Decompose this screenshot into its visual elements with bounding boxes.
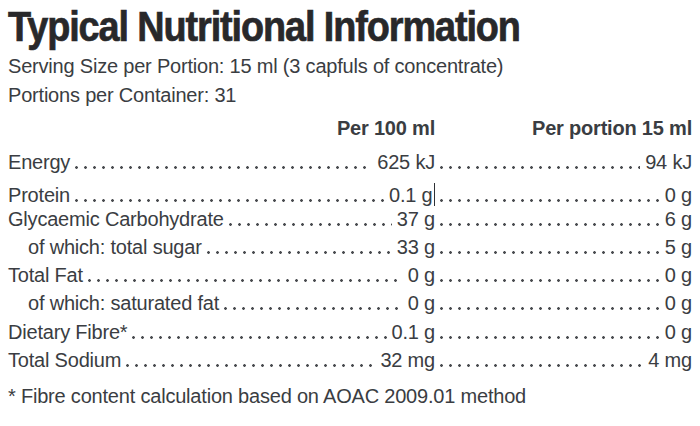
nutrition-table: Per 100 ml Per portion 15 ml Energy 625 …	[8, 117, 692, 377]
table-header-row: Per 100 ml Per portion 15 ml	[8, 117, 692, 147]
dot-leader	[440, 199, 660, 202]
row-label: Protein	[8, 184, 70, 207]
table-row-total-sodium: Total Sodium 32 mg 4 mg	[8, 349, 692, 377]
value-per-100ml: 0.1 g	[392, 321, 435, 344]
table-row-total-sugar: of which: total sugar 33 g 5 g	[8, 236, 692, 264]
text-cursor-artifact	[434, 183, 436, 206]
value-per-portion: 4 mg	[648, 349, 692, 372]
nutrition-label: Typical Nutritional Information Serving …	[0, 0, 700, 426]
dot-leader	[88, 279, 403, 282]
table-row-saturated-fat: of which: saturated fat 0 g 0 g	[8, 292, 692, 320]
column-header-per-100ml: Per 100 ml	[8, 117, 435, 140]
dot-leader	[440, 166, 640, 169]
dot-leader	[440, 251, 660, 254]
row-label: Dietary Fibre*	[8, 321, 127, 344]
table-row-total-fat: Total Fat 0 g 0 g	[8, 264, 692, 292]
value-per-portion: 0 g	[665, 292, 692, 315]
value-per-portion: 0 g	[665, 184, 692, 207]
dot-leader	[126, 364, 375, 367]
row-label: Energy	[8, 151, 70, 174]
dot-leader	[440, 307, 660, 310]
dot-leader	[207, 251, 392, 254]
table-body: Energy 625 kJ 94 kJ Protein 0.1 g	[8, 151, 692, 377]
dot-leader	[440, 336, 660, 339]
fibre-footnote: * Fibre content calculation based on AOA…	[8, 382, 692, 410]
table-row-dietary-fibre: Dietary Fibre* 0.1 g 0 g	[8, 321, 692, 349]
dot-leader	[440, 223, 660, 226]
value-per-100ml: 0.1 g	[389, 184, 432, 207]
table-row-glycaemic-carbohydrate: Glycaemic Carbohydrate 37 g 6 g	[8, 208, 692, 236]
value-per-portion: 0 g	[665, 321, 692, 344]
value-per-100ml: 0 g	[408, 292, 435, 315]
value-per-100ml: 625 kJ	[377, 151, 435, 174]
serving-size-line: Serving Size per Portion: 15 ml (3 capfu…	[8, 52, 692, 81]
dot-leader	[75, 166, 372, 169]
row-label: Total Fat	[8, 264, 83, 287]
value-per-portion: 5 g	[665, 236, 692, 259]
row-label: of which: total sugar	[8, 236, 202, 259]
dot-leader	[440, 279, 660, 282]
dot-leader	[132, 336, 386, 339]
portions-line: Portions per Container: 31	[8, 81, 692, 110]
value-per-100ml: 37 g	[397, 208, 435, 231]
dot-leader	[440, 364, 643, 367]
value-per-100ml: 32 mg	[380, 349, 435, 372]
value-per-portion: 94 kJ	[645, 151, 692, 174]
dot-leader	[75, 199, 384, 202]
value-per-portion: 0 g	[665, 264, 692, 287]
page-title: Typical Nutritional Information	[8, 5, 624, 49]
dot-leader	[224, 307, 403, 310]
row-label: Glycaemic Carbohydrate	[8, 208, 224, 231]
table-row-energy: Energy 625 kJ 94 kJ	[8, 151, 692, 179]
row-label: of which: saturated fat	[8, 292, 219, 315]
column-header-per-portion: Per portion 15 ml	[435, 117, 692, 140]
table-row-protein: Protein 0.1 g 0 g	[8, 179, 692, 207]
value-per-100ml: 33 g	[397, 236, 435, 259]
value-per-portion: 6 g	[665, 208, 692, 231]
row-label: Total Sodium	[8, 349, 121, 372]
value-per-100ml: 0 g	[408, 264, 435, 287]
dot-leader	[229, 223, 392, 226]
